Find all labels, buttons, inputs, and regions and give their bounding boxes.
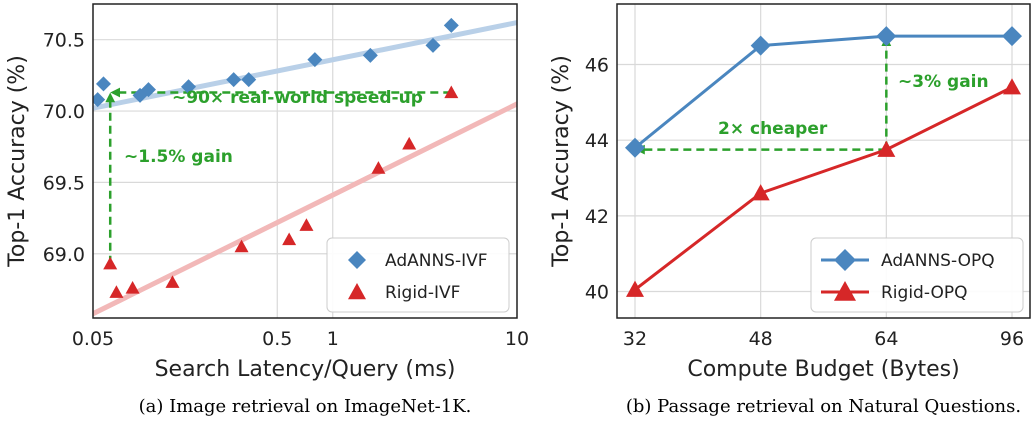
y-tick-label: 42 <box>585 206 609 228</box>
adanns-ivf-point <box>241 72 257 88</box>
adanns-ivf-point <box>443 17 459 33</box>
legend-marker <box>348 283 366 300</box>
legend-label: Rigid-OPQ <box>881 283 967 303</box>
rigid-ivf-point <box>109 285 124 298</box>
rigid-opq-point <box>626 280 644 297</box>
y-axis-label: Top-1 Accuracy (%) <box>549 55 574 268</box>
y-tick-label: 69.5 <box>43 172 85 194</box>
legend-marker <box>834 249 856 271</box>
legend-label: AdANNS-OPQ <box>881 251 995 271</box>
x-tick-label: 0.05 <box>72 328 114 350</box>
adanns-opq-line <box>634 34 1012 149</box>
rigid-opq-point <box>751 184 770 201</box>
x-tick-label: 48 <box>749 328 773 350</box>
legend-box <box>326 237 510 313</box>
y-tick-label: 70.5 <box>43 30 85 52</box>
y-tick-label: 70.0 <box>43 101 85 123</box>
rigid-ivf-point <box>103 256 118 270</box>
rigid-ivf-point <box>299 218 314 231</box>
adanns-ivf-point <box>95 76 111 92</box>
adanns-opq-point <box>750 35 771 56</box>
rigid-ivf-point <box>444 85 459 99</box>
x-tick-label: 10 <box>505 328 529 350</box>
rigid-ivf-point <box>234 239 249 253</box>
rigid-opq-point <box>1003 78 1021 95</box>
rigid-opq-point <box>877 140 896 157</box>
adanns-ivf-point <box>362 47 378 63</box>
trend-line <box>93 20 517 111</box>
y-tick-label: 44 <box>585 130 609 152</box>
legend-label: Rigid-IVF <box>385 283 460 303</box>
x-tick-label: 64 <box>874 328 898 350</box>
y-axis-label: Top-1 Accuracy (%) <box>5 55 30 268</box>
adanns-ivf-point <box>181 79 197 95</box>
rigid-ivf-point <box>371 161 386 174</box>
chart-caption: (a) Image retrieval on ImageNet-1K. <box>139 396 472 417</box>
rigid-ivf-point <box>402 136 417 150</box>
y-tick-label: 69.0 <box>43 244 85 266</box>
chart-caption: (b) Passage retrieval on Natural Questio… <box>626 396 1021 417</box>
legend-marker <box>834 281 856 301</box>
adanns-ivf-point <box>93 92 106 108</box>
gain-annotation: ~3% gain <box>898 72 989 92</box>
speedup-arrow-head <box>110 87 121 98</box>
rigid-ivf-point <box>282 232 297 246</box>
adanns-opq-point <box>1002 26 1022 47</box>
rigid-opq-line <box>634 85 1013 291</box>
plot-border <box>92 3 518 319</box>
adanns-opq-point <box>876 26 897 47</box>
adanns-opq-point <box>625 137 645 158</box>
x-axis-label: Search Latency/Query (ms) <box>155 357 456 382</box>
chart-passage-retrieval: 40 42 44 46 32 48 64 96 Compute Budget (Bytes) To… <box>549 3 1031 417</box>
y-tick-label: 46 <box>585 55 609 77</box>
trend-line <box>93 101 517 317</box>
x-tick-label: 32 <box>623 328 647 350</box>
gain-annotation: ~1.5% gain <box>124 147 233 167</box>
y-tick-label: 40 <box>585 282 609 304</box>
adanns-ivf-point <box>140 82 156 98</box>
legend-marker <box>348 251 366 269</box>
adanns-ivf-point <box>307 52 323 68</box>
x-tick-label: 0.5 <box>262 328 292 350</box>
x-tick-label: 1 <box>327 328 339 350</box>
plot-border <box>616 3 1031 319</box>
legend-label: AdANNS-IVF <box>385 251 488 271</box>
speedup-annotation: ~90× real-world speed-up <box>172 88 423 108</box>
chart-image-retrieval: 69.0 69.5 70.0 70.5 0.05 0.5 1 10 Search Latency… <box>5 3 529 417</box>
cheaper-annotation: 2× cheaper <box>718 119 828 139</box>
plot-content <box>93 17 517 317</box>
x-tick-label: 96 <box>1000 328 1024 350</box>
adanns-ivf-point <box>226 72 242 88</box>
adanns-ivf-point <box>425 37 441 53</box>
rigid-ivf-point <box>165 275 180 288</box>
x-axis-label: Compute Budget (Bytes) <box>687 357 959 382</box>
gain-arrow-head <box>105 92 116 103</box>
rigid-ivf-point <box>125 281 140 294</box>
